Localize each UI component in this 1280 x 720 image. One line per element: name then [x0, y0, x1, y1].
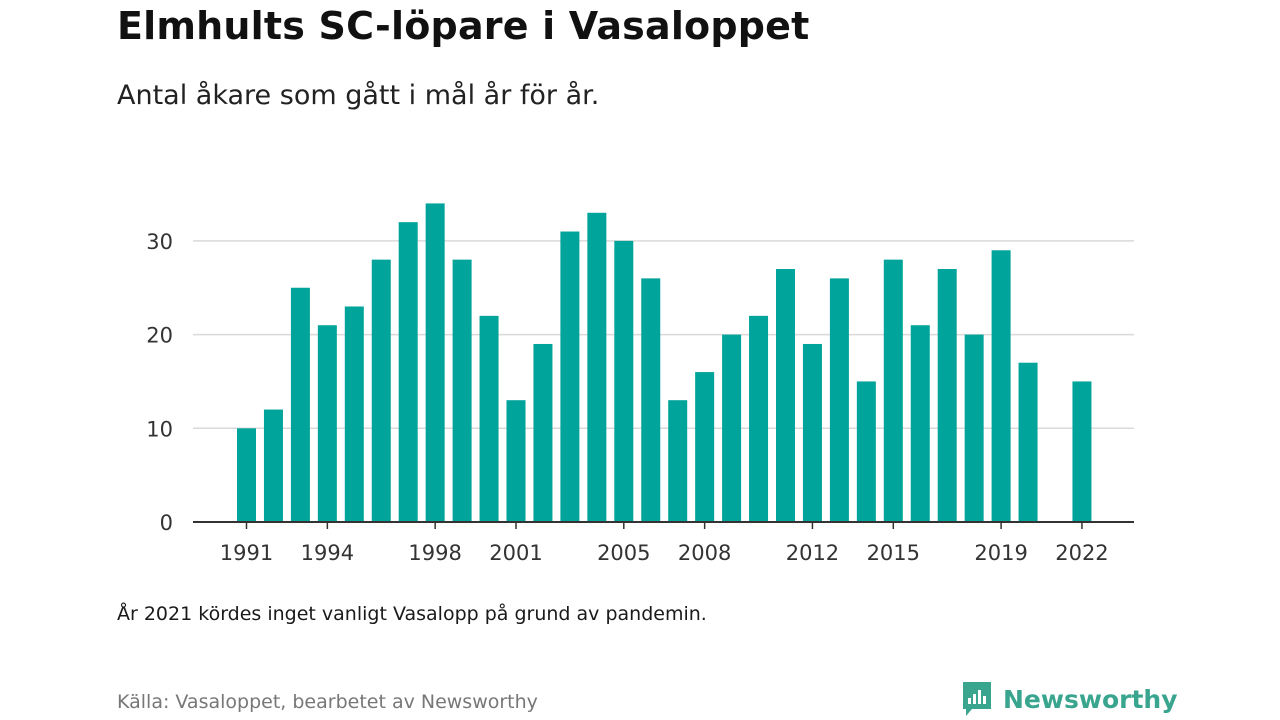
chart-title: Elmhults SC-löpare i Vasaloppet	[117, 4, 810, 48]
x-tick-label: 2015	[867, 541, 920, 565]
chart-subtitle: Antal åkare som gått i mål år för år.	[117, 80, 600, 111]
bar-2009	[722, 334, 742, 522]
y-tick-label: 0	[160, 511, 173, 535]
x-tick-label: 2001	[489, 541, 542, 565]
bar-2000	[479, 315, 499, 522]
y-tick-label: 30	[146, 230, 173, 254]
bar-2007	[668, 400, 688, 522]
x-tick-label: 2012	[786, 541, 839, 565]
bar-chart: 0 10 20 30 1991 1994 1998 2001 2005 2008 2012 2015 2…	[146, 203, 1134, 565]
y-tick-label: 10	[146, 417, 173, 441]
bar-2003	[560, 231, 580, 522]
bar-1995	[344, 306, 364, 522]
bar-2018	[964, 334, 984, 522]
axes: 0 10 20 30 1991 1994 1998 2001 2005 2008 2012 2015 2…	[146, 230, 1134, 565]
bar-1997	[398, 222, 418, 522]
y-tick-label: 20	[146, 324, 173, 348]
newsworthy-logo-icon	[963, 682, 991, 716]
source-credit: Källa: Vasaloppet, bearbetet av Newswort…	[117, 691, 538, 713]
bar-2004	[587, 212, 607, 523]
bar-2015	[883, 259, 903, 522]
bar-2016	[910, 325, 930, 522]
bar-2001	[506, 400, 526, 522]
bar-2013	[829, 278, 849, 522]
x-tick-label: 1994	[301, 541, 354, 565]
bar-2022	[1072, 381, 1092, 522]
bar-2019	[991, 250, 1011, 522]
bar-2012	[802, 343, 822, 522]
bars	[237, 203, 1092, 523]
bar-1998	[425, 203, 445, 523]
bar-2008	[695, 372, 715, 522]
brand-logo: Newsworthy	[960, 679, 1178, 719]
bar-1996	[371, 259, 391, 522]
x-tick-label: 2022	[1055, 541, 1108, 565]
bar-2017	[937, 269, 957, 522]
bar-1999	[452, 259, 472, 522]
bar-2002	[533, 343, 553, 522]
chart-note: År 2021 kördes inget vanligt Vasalopp på…	[117, 603, 707, 625]
bar-2014	[856, 381, 876, 522]
bar-1994	[317, 325, 337, 522]
bar-1992	[263, 409, 283, 522]
bar-1991	[237, 428, 256, 522]
x-tick-label: 2008	[678, 541, 731, 565]
x-tick-label: 1998	[408, 541, 461, 565]
bar-2011	[776, 269, 795, 522]
x-tick-label: 2019	[974, 541, 1027, 565]
bar-2020	[1018, 362, 1038, 522]
bar-2010	[749, 315, 769, 522]
bar-2005	[614, 240, 634, 522]
x-tick-label: 1991	[220, 541, 273, 565]
bar-2006	[641, 278, 661, 522]
x-tick-label: 2005	[597, 541, 650, 565]
brand-name: Newsworthy	[1003, 684, 1178, 714]
bar-1993	[290, 287, 310, 522]
